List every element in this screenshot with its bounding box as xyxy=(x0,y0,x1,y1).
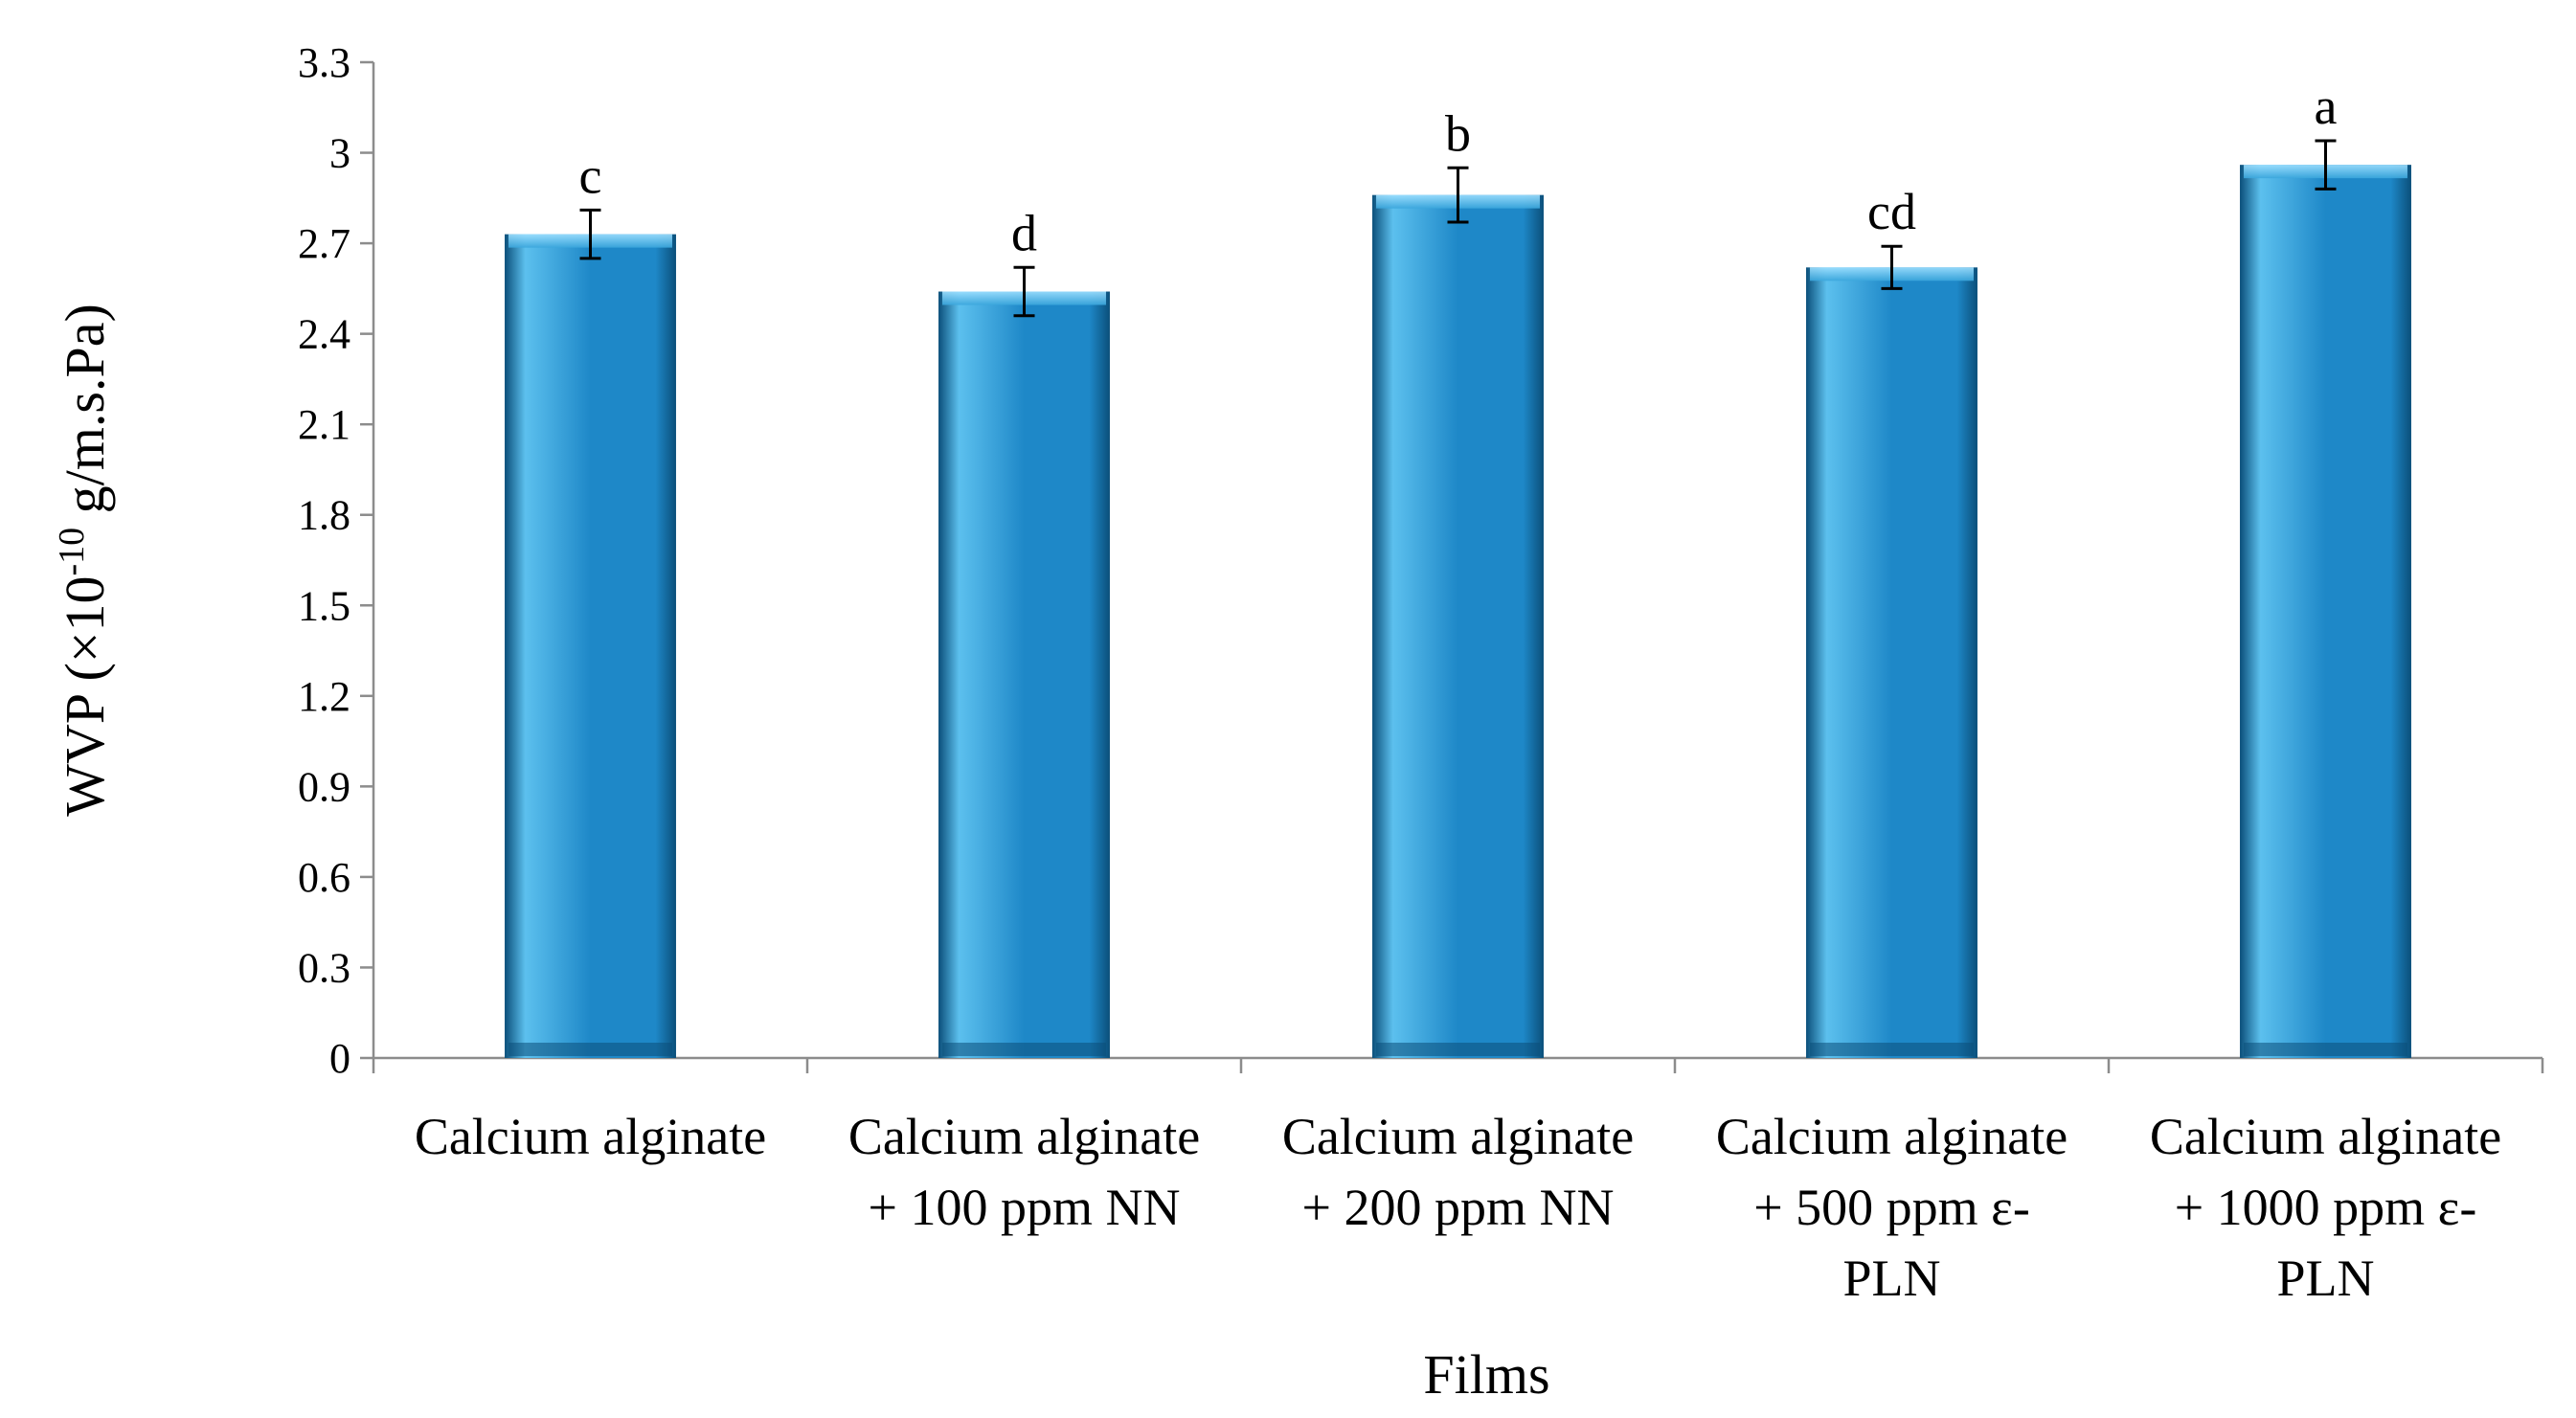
x-category-label: + 200 ppm NN xyxy=(1302,1179,1615,1236)
bar xyxy=(1806,267,1977,1058)
bar-bottom-bevel xyxy=(942,1043,1106,1056)
y-axis-title-prefix: WVP (×10 xyxy=(54,576,116,817)
y-axis-ticks: 0 0.3 0.6 0.9 1.2 1.5 1.8 2.1 2.4 2.7 3 3.3 xyxy=(298,39,373,1082)
bar xyxy=(1372,194,1544,1058)
y-tick-label: 1.8 xyxy=(298,492,350,539)
y-tick-label: 2.1 xyxy=(298,401,350,448)
y-tick-label: 1.2 xyxy=(298,673,350,720)
y-tick-label: 0.3 xyxy=(298,944,350,991)
significance-letter: b xyxy=(1445,104,1471,162)
x-category-label: + 100 ppm NN xyxy=(869,1179,1181,1236)
y-axis-title: WVP (×10-10 g/m.s.Pa) xyxy=(52,304,116,817)
y-axis-title-exponent: -10 xyxy=(52,528,92,576)
bar-group: cd xyxy=(1806,183,1977,1058)
y-tick-label: 3 xyxy=(329,130,350,177)
y-tick-label: 2.7 xyxy=(298,220,350,267)
x-category-label: + 500 ppm ε- xyxy=(1753,1179,2030,1236)
bar-bottom-bevel xyxy=(1810,1043,1974,1056)
bar-group: c xyxy=(505,146,676,1059)
x-category-label: Calcium alginate xyxy=(848,1108,1200,1165)
significance-letter: d xyxy=(1011,204,1037,261)
x-category-label: PLN xyxy=(2276,1249,2374,1307)
x-category-label: Calcium alginate xyxy=(1716,1108,2068,1165)
significance-letter: c xyxy=(579,146,602,204)
x-category-label: Calcium alginate xyxy=(415,1108,766,1165)
y-tick-label: 0 xyxy=(329,1035,350,1082)
y-tick-label: 0.9 xyxy=(298,763,350,810)
x-category-label: + 1000 ppm ε- xyxy=(2175,1179,2477,1236)
bar-group: a xyxy=(2240,78,2411,1059)
bar-group: d xyxy=(938,204,1110,1058)
bar-group: b xyxy=(1372,104,1544,1058)
bar-bottom-bevel xyxy=(2244,1043,2407,1056)
x-category-label: Calcium alginate xyxy=(2150,1108,2501,1165)
bar xyxy=(938,291,1110,1058)
significance-letter: cd xyxy=(1867,183,1916,240)
y-tick-label: 1.5 xyxy=(298,582,350,629)
x-category-label: PLN xyxy=(1842,1249,1940,1307)
bar-bottom-bevel xyxy=(1376,1043,1540,1056)
x-axis-category-labels: Calcium alginate Calcium alginate + 100 pp… xyxy=(415,1108,2501,1307)
y-tick-label: 2.4 xyxy=(298,311,350,358)
x-category-label: Calcium alginate xyxy=(1282,1108,1634,1165)
y-axis-title-suffix: g/m.s.Pa) xyxy=(54,304,116,528)
significance-letter: a xyxy=(2315,78,2338,135)
x-axis-title: Films xyxy=(1423,1343,1549,1406)
y-tick-label: 0.6 xyxy=(298,854,350,901)
bar-bottom-bevel xyxy=(508,1043,672,1056)
y-tick-label: 3.3 xyxy=(298,39,350,86)
bar xyxy=(505,234,676,1059)
bar xyxy=(2240,165,2411,1059)
